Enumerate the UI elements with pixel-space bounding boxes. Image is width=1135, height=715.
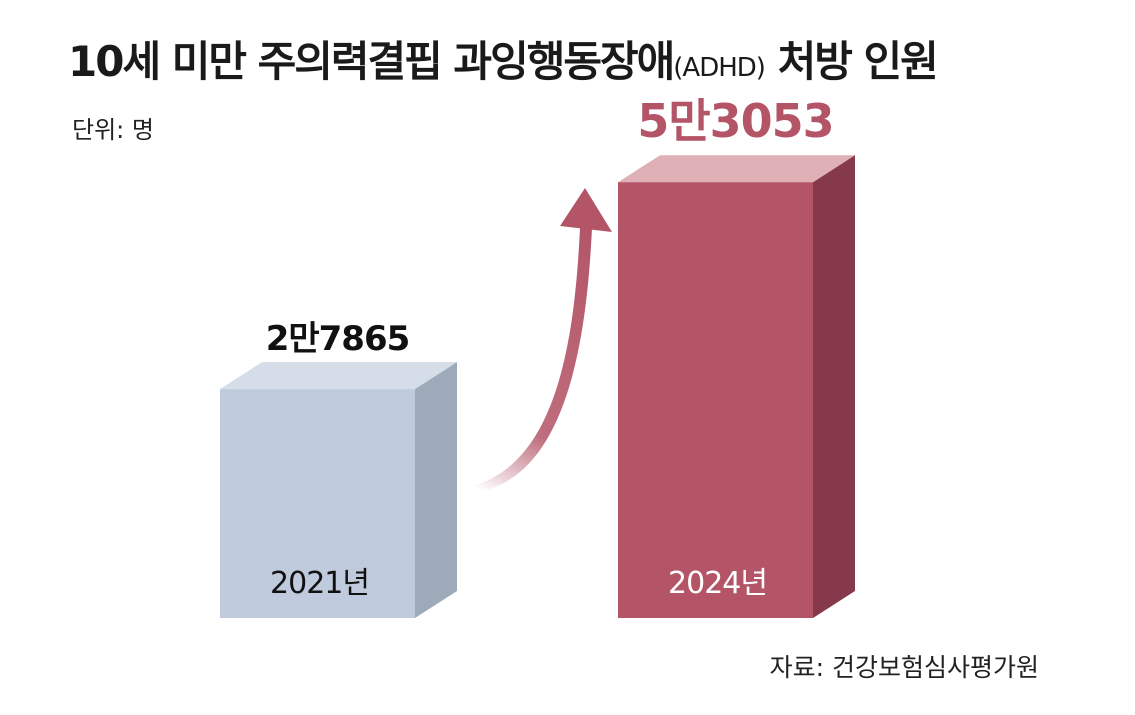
value-label-1: 5만3053 — [637, 94, 833, 148]
bar-top-1 — [618, 155, 855, 183]
unit-label: 단위: 명 — [72, 116, 154, 144]
category-label-1: 2024년 — [668, 566, 767, 601]
value-label-0: 2만7865 — [266, 319, 410, 359]
bar-side-1 — [813, 155, 855, 618]
category-label-0: 2021년 — [270, 566, 369, 601]
chart-title-main: 10세 미만 주의력결핍 과잉행동장애 — [68, 37, 675, 86]
source-label: 자료: 건강보험심사평가원 — [769, 653, 1039, 682]
chart-title-abbr: (ADHD) — [673, 53, 766, 83]
growth-arrow — [475, 228, 592, 492]
chart-title-tail: 처방 인원 — [764, 37, 939, 86]
bar-top-0 — [220, 362, 457, 390]
growth-arrow-head — [560, 188, 612, 232]
chart-title: 10세 미만 주의력결핍 과잉행동장애(ADHD) 처방 인원 — [68, 37, 939, 86]
bar-0 — [220, 389, 415, 618]
bar-side-0 — [415, 362, 457, 618]
bar-1 — [618, 182, 813, 618]
